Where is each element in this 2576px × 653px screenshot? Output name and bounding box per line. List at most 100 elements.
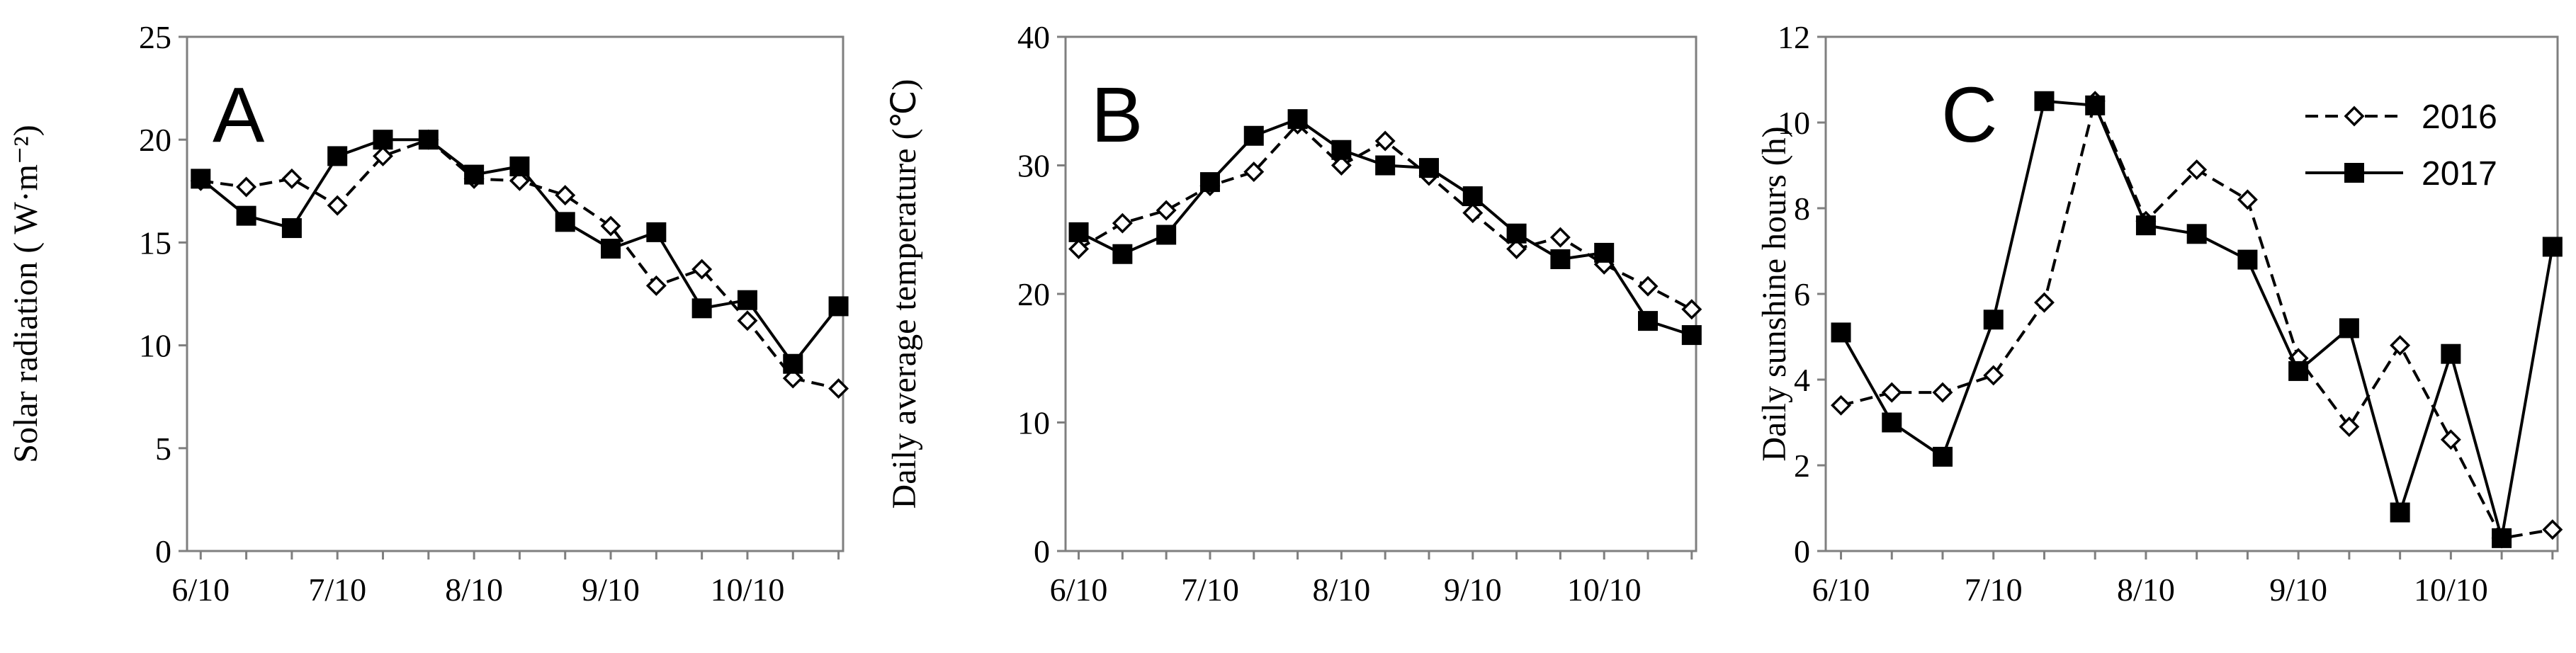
data-point-2017 — [1462, 186, 1483, 207]
data-point-2017 — [555, 212, 575, 232]
data-point-2016 — [2339, 416, 2360, 438]
data-point-2017 — [2237, 249, 2258, 270]
data-point-2016 — [555, 185, 576, 206]
data-point-2017 — [1156, 225, 1177, 245]
legend: 2016 2017 — [2305, 98, 2497, 193]
data-point-2016 — [600, 215, 621, 237]
data-point-2017 — [1506, 223, 1527, 244]
series-2016 — [1068, 113, 1702, 320]
y-tick-label: 5 — [155, 431, 171, 467]
y-tick-label: 40 — [1017, 19, 1050, 55]
y-tick-label: 12 — [1778, 19, 1810, 55]
data-point-2017 — [828, 296, 849, 317]
data-point-2016 — [1506, 239, 1527, 259]
data-point-2016 — [1331, 155, 1352, 176]
data-point-2017 — [2542, 237, 2563, 257]
data-point-2017 — [191, 169, 211, 189]
data-point-2017 — [783, 353, 803, 374]
data-point-2017 — [1594, 242, 1615, 263]
data-point-2017 — [1243, 125, 1264, 146]
data-point-2017 — [1375, 155, 1396, 176]
data-point-2016 — [2440, 429, 2461, 450]
y-tick-label: 10 — [1017, 405, 1050, 441]
y-tick-label: 20 — [139, 122, 171, 158]
data-point-2017 — [737, 290, 757, 310]
x-tick-label: 6/10 — [1812, 572, 1870, 608]
data-point-2017 — [2492, 528, 2512, 548]
x-tick-label: 8/10 — [1312, 572, 1370, 608]
data-point-2016 — [2186, 159, 2208, 181]
data-point-2017 — [509, 156, 530, 176]
data-point-2016 — [2542, 519, 2563, 540]
data-point-2016 — [1068, 239, 1090, 259]
x-tick-label: 7/10 — [1965, 572, 2023, 608]
data-point-2016 — [236, 176, 257, 198]
data-point-2016 — [373, 145, 393, 166]
y-tick-label: 20 — [1017, 276, 1050, 312]
y-tick-label: 0 — [1034, 533, 1050, 569]
data-point-2017 — [2135, 215, 2156, 236]
y-axis-title: Daily average temperature (℃) — [886, 79, 923, 509]
data-point-2017 — [1882, 412, 1902, 433]
x-tick-label: 6/10 — [1050, 572, 1108, 608]
data-point-2016 — [2033, 292, 2055, 313]
plot-frame — [186, 35, 844, 552]
x-tick-label: 9/10 — [2269, 572, 2327, 608]
data-point-2017 — [1199, 172, 1220, 193]
y-tick-label: 25 — [139, 19, 171, 55]
data-point-2017 — [601, 239, 621, 259]
data-point-2017 — [464, 164, 485, 185]
data-point-2016 — [645, 275, 667, 296]
x-tick-label: 9/10 — [582, 572, 640, 608]
x-tick-label: 8/10 — [445, 572, 503, 608]
y-axis-title: Daily sunshine hours (h) — [1756, 126, 1793, 461]
data-point-2016 — [691, 259, 713, 280]
data-point-2017 — [327, 146, 348, 166]
data-point-2016 — [782, 368, 803, 389]
data-point-2017 — [281, 218, 302, 239]
data-point-2016 — [1462, 203, 1484, 224]
data-point-2017 — [1418, 158, 1439, 178]
data-point-2017 — [646, 222, 667, 242]
y-tick-label: 2 — [1794, 448, 1810, 484]
data-point-2017 — [236, 205, 256, 226]
data-point-2017 — [373, 130, 393, 150]
chart-panel-a: 0 5 10 15 20 25 6/10 7/10 8/10 9/10 10/10 Solar rad… — [7, 19, 849, 608]
chart-panel-c: 0 2 4 6 8 10 12 6/10 7/10 8/10 9/10 10/10 Daily suns… — [1756, 19, 2563, 608]
data-point-2016 — [737, 310, 758, 331]
data-point-2016 — [1831, 394, 1851, 416]
data-point-2017 — [1331, 140, 1352, 160]
data-point-2017 — [1112, 244, 1133, 264]
legend-marker-2016 — [2344, 106, 2365, 127]
series-2017 — [191, 130, 849, 374]
x-tick-label: 10/10 — [2414, 572, 2488, 608]
y-tick-label: 4 — [1794, 362, 1810, 398]
legend-label-2017: 2017 — [2422, 155, 2497, 193]
x-tick-label: 6/10 — [171, 572, 230, 608]
data-point-2017 — [2034, 91, 2055, 111]
data-point-2017 — [1681, 325, 1702, 346]
data-point-2016 — [1243, 161, 1265, 183]
data-point-2016 — [2390, 335, 2411, 356]
data-point-2016 — [1932, 382, 1953, 403]
data-point-2016 — [1881, 382, 1902, 403]
data-point-2016 — [828, 378, 849, 399]
y-tick-label: 15 — [139, 225, 171, 261]
data-point-2017 — [1068, 222, 1089, 242]
x-tick-label: 7/10 — [308, 572, 366, 608]
plot-frame — [1064, 35, 1697, 552]
y-tick-label: 10 — [1778, 105, 1810, 141]
data-point-2017 — [1932, 446, 1953, 467]
x-tick-label: 10/10 — [1567, 572, 1642, 608]
y-tick-label: 8 — [1794, 191, 1810, 227]
data-point-2017 — [418, 130, 439, 150]
data-point-2017 — [1287, 109, 1308, 130]
data-point-2017 — [2339, 318, 2359, 339]
data-point-2016 — [1374, 130, 1396, 152]
y-axis-title: Solar radiation ( W·m⁻²) — [7, 125, 45, 462]
x-tick-label: 7/10 — [1181, 572, 1239, 608]
data-point-2016 — [1112, 212, 1133, 234]
series-2017 — [1068, 109, 1702, 346]
data-point-2017 — [1983, 310, 2004, 330]
